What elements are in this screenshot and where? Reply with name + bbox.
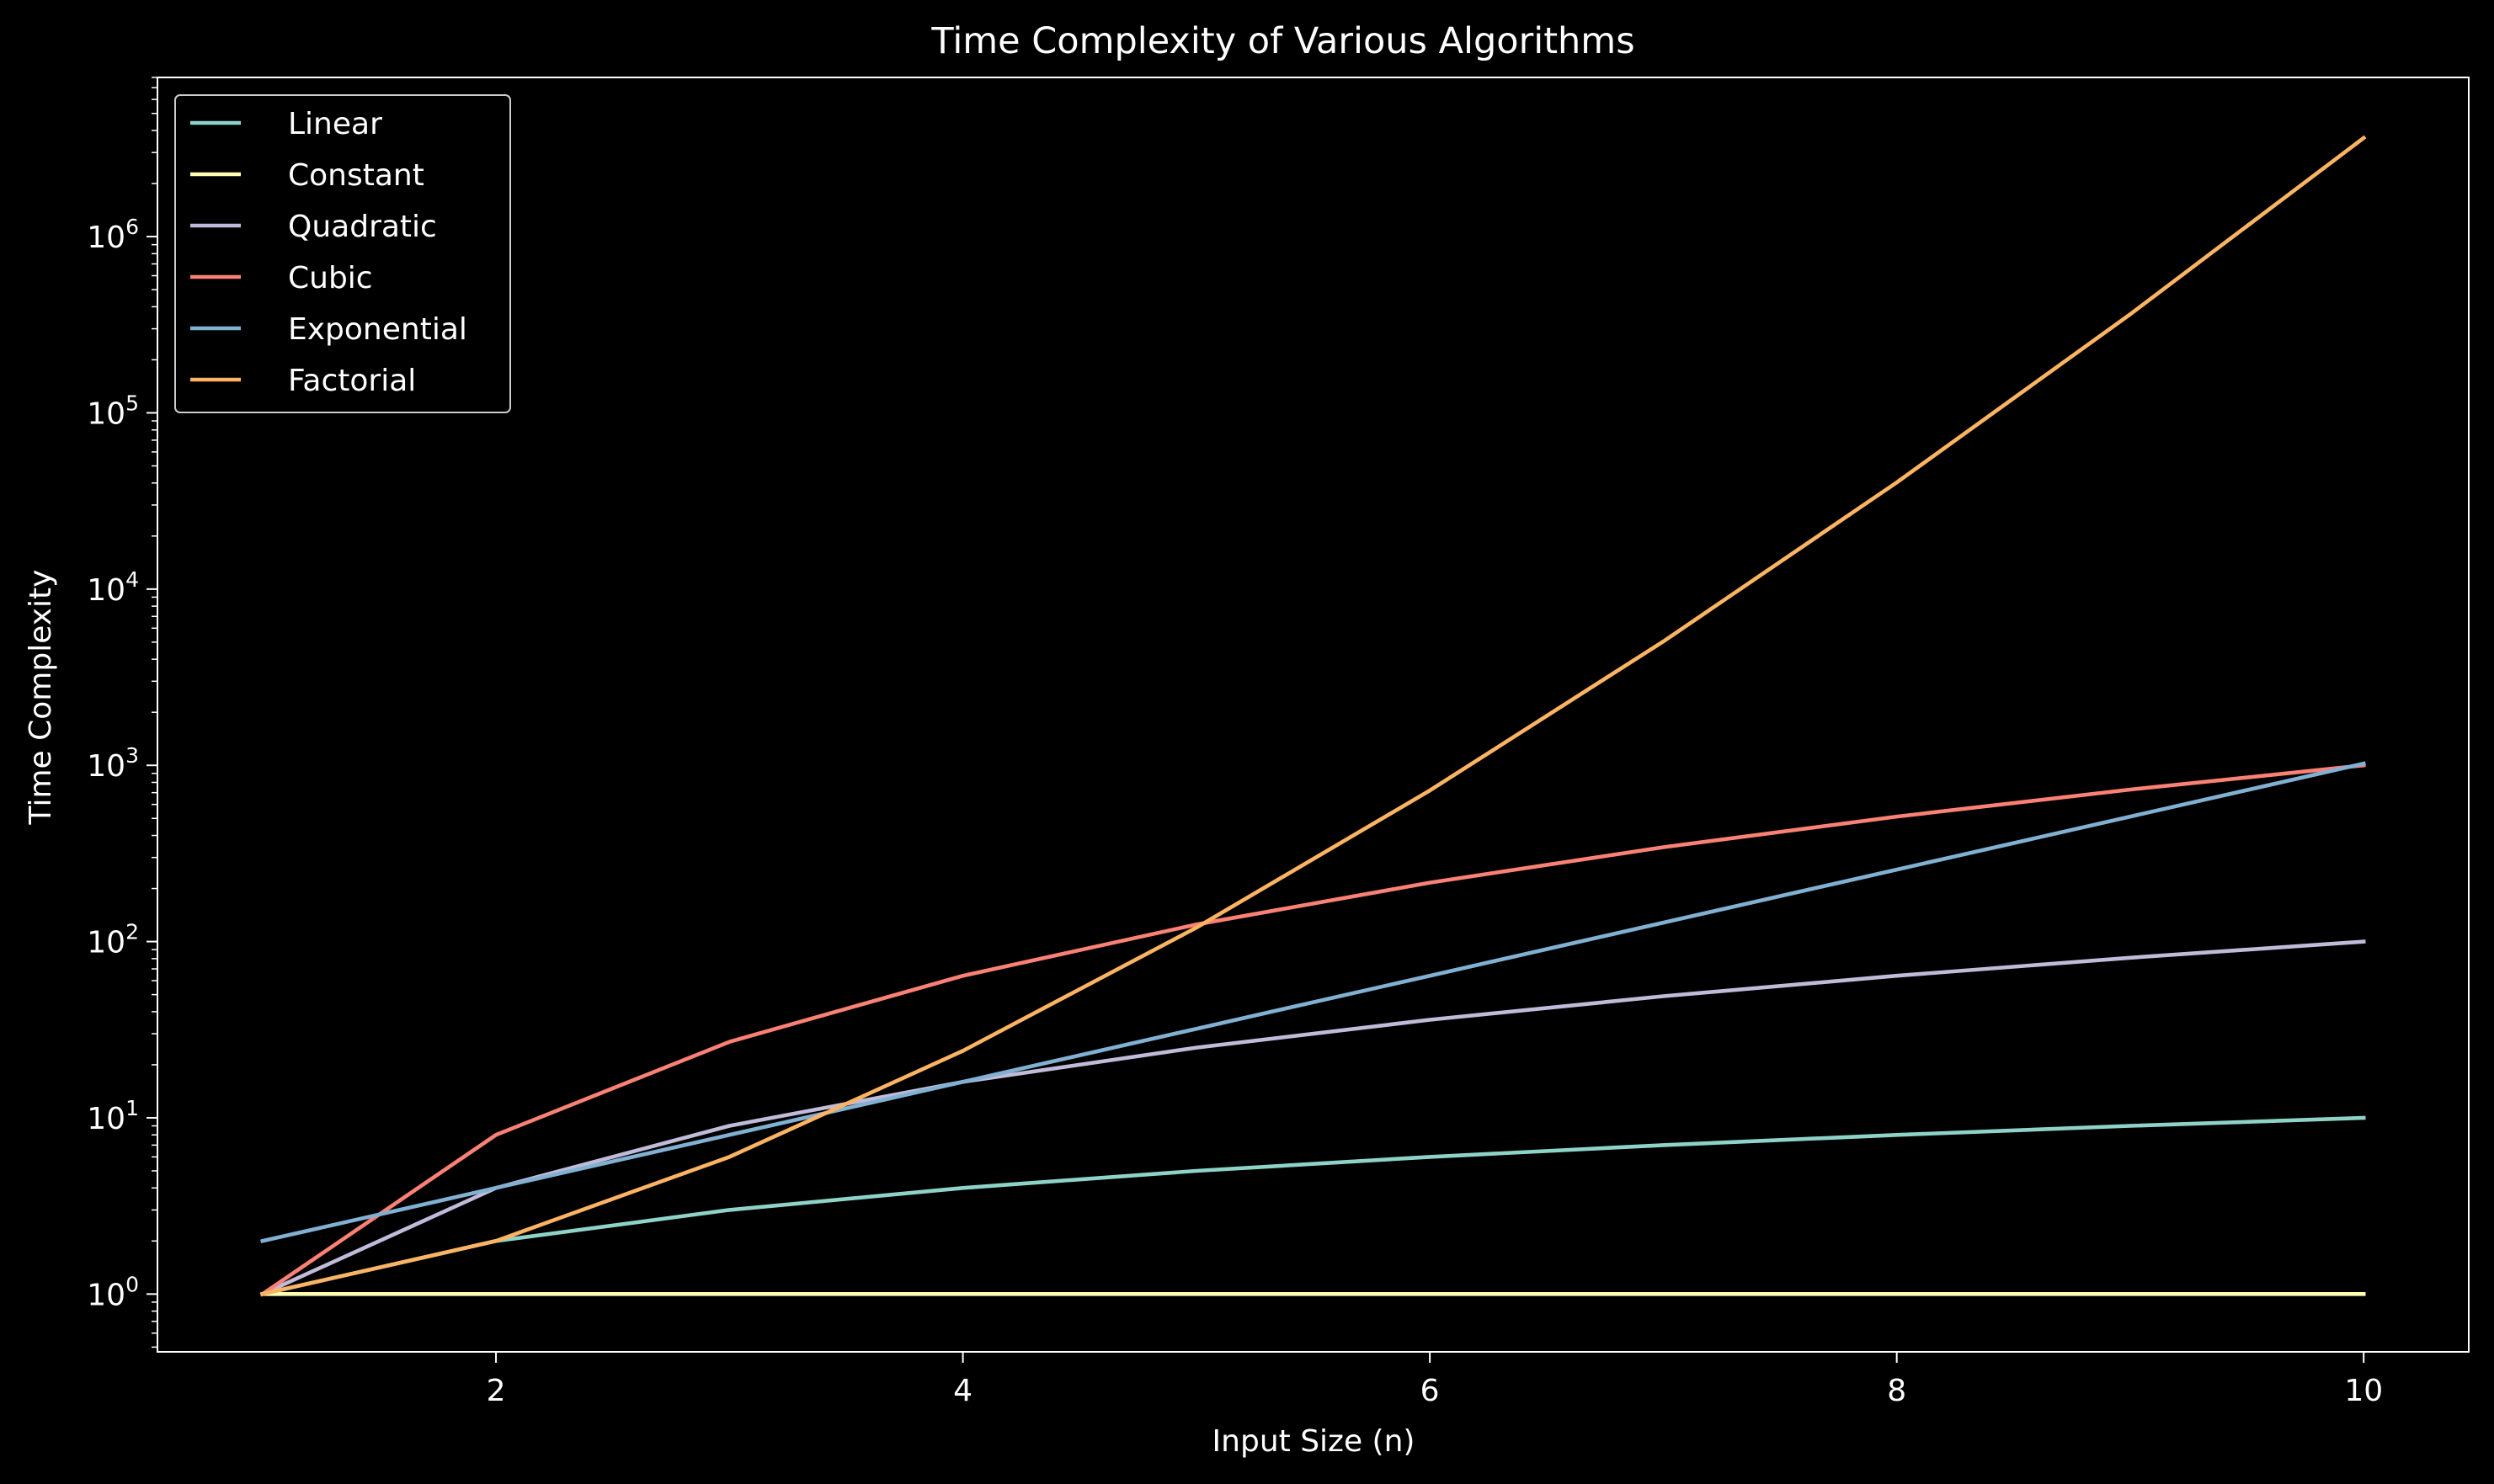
series-line-cubic — [259, 763, 2366, 1297]
x-tick-label: 4 — [953, 1374, 973, 1408]
x-tick-label: 8 — [1887, 1374, 1906, 1408]
legend-label-constant: Constant — [288, 158, 424, 193]
y-tick-label: 102 — [87, 920, 139, 960]
chart-title: Time Complexity of Various Algorithms — [930, 20, 1634, 62]
series-layer — [259, 135, 2367, 1297]
series-line-quadratic — [259, 939, 2366, 1297]
y-tick-label: 106 — [87, 215, 139, 255]
y-axis-label: Time Complexity — [24, 570, 58, 826]
x-axis-label: Input Size (n) — [1212, 1424, 1415, 1459]
series-line-linear — [260, 1115, 2366, 1297]
legend-label-linear: Linear — [288, 107, 382, 141]
series-line-exponential — [260, 761, 2366, 1244]
legend-label-exponential: Exponential — [288, 312, 467, 347]
plot-frame — [157, 77, 2470, 1353]
series-line-factorial — [260, 135, 2367, 1297]
axes-layer: 2 4 6 8 10 100 101 102 103 104 105 106 — [87, 77, 2470, 1408]
legend-box — [174, 94, 511, 413]
y-tick-label: 103 — [87, 743, 139, 784]
y-tick-label: 104 — [87, 567, 139, 608]
x-tick-label: 10 — [2344, 1374, 2383, 1408]
x-tick-label: 2 — [487, 1374, 506, 1408]
legend-label-quadratic: Quadratic — [288, 210, 437, 244]
legend-label-factorial: Factorial — [288, 364, 416, 398]
y-tick-label: 101 — [87, 1096, 139, 1136]
x-tick-label: 6 — [1420, 1374, 1440, 1408]
legend: Linear Constant Quadratic Cubic Exponential F… — [174, 94, 511, 413]
legend-label-cubic: Cubic — [288, 261, 373, 295]
y-tick-label: 100 — [87, 1272, 139, 1312]
y-tick-label: 105 — [87, 391, 139, 431]
